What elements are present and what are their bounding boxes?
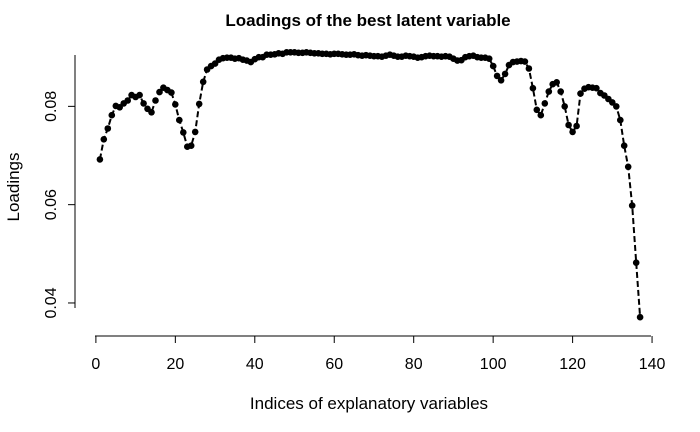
data-point	[609, 99, 616, 106]
data-point	[199, 78, 207, 86]
data-point	[96, 156, 104, 163]
data-point	[195, 100, 203, 108]
x-tick-label: 140	[639, 356, 666, 373]
data-point	[561, 103, 568, 110]
y-tick-label: 0.04	[43, 287, 60, 318]
y-axis: 0.04 0.06 0.08	[43, 55, 76, 319]
data-point	[617, 116, 624, 124]
data-point	[613, 103, 620, 110]
x-tick-label: 100	[480, 356, 507, 373]
data-point	[501, 70, 509, 78]
x-tick-label: 120	[559, 356, 586, 373]
data-point	[577, 90, 584, 97]
data-point	[573, 122, 580, 130]
data-point	[624, 163, 632, 171]
data-point	[489, 62, 497, 70]
x-tick-label: 0	[91, 356, 100, 373]
data-point	[152, 97, 159, 104]
x-tick-label: 80	[405, 356, 423, 373]
chart-title: Loadings of the best latent variable	[225, 11, 510, 30]
data-point	[537, 111, 545, 119]
x-tick-label: 20	[166, 356, 184, 373]
data-point	[529, 84, 537, 92]
data-point	[187, 142, 195, 149]
data-point	[104, 125, 112, 132]
x-axis: 0 20 40 60 80 100 120 140	[91, 335, 666, 373]
data-point	[156, 88, 163, 96]
data-point	[191, 128, 199, 136]
y-axis-label: Loadings	[4, 152, 23, 221]
data-point	[593, 84, 600, 92]
data-point	[148, 109, 155, 116]
data-point	[180, 129, 187, 136]
data-point	[485, 55, 493, 62]
x-axis-label: Indices of explanatory variables	[250, 394, 488, 413]
y-tick-label: 0.08	[43, 91, 60, 122]
data-point	[557, 88, 564, 95]
data-point	[632, 259, 640, 267]
data-point	[525, 65, 533, 72]
data-point	[108, 111, 116, 119]
data-point	[172, 101, 179, 108]
y-tick-label: 0.06	[43, 189, 60, 220]
data-point	[533, 106, 541, 114]
data-point	[620, 142, 628, 149]
data-point	[628, 202, 636, 209]
data-point	[140, 100, 147, 107]
data-point	[176, 116, 183, 124]
data-point	[565, 121, 572, 129]
data-point	[168, 89, 175, 96]
data-point	[124, 97, 131, 104]
data-point	[553, 79, 560, 86]
data-points	[96, 49, 644, 321]
data-point	[521, 58, 529, 65]
data-point	[545, 88, 553, 95]
data-point	[636, 313, 644, 321]
x-tick-label: 40	[246, 356, 264, 373]
data-point	[100, 136, 108, 143]
data-point	[541, 100, 549, 107]
x-tick-label: 60	[325, 356, 343, 373]
data-point	[569, 128, 576, 136]
data-point	[497, 77, 505, 84]
data-point	[136, 91, 143, 99]
data-point	[493, 72, 501, 80]
